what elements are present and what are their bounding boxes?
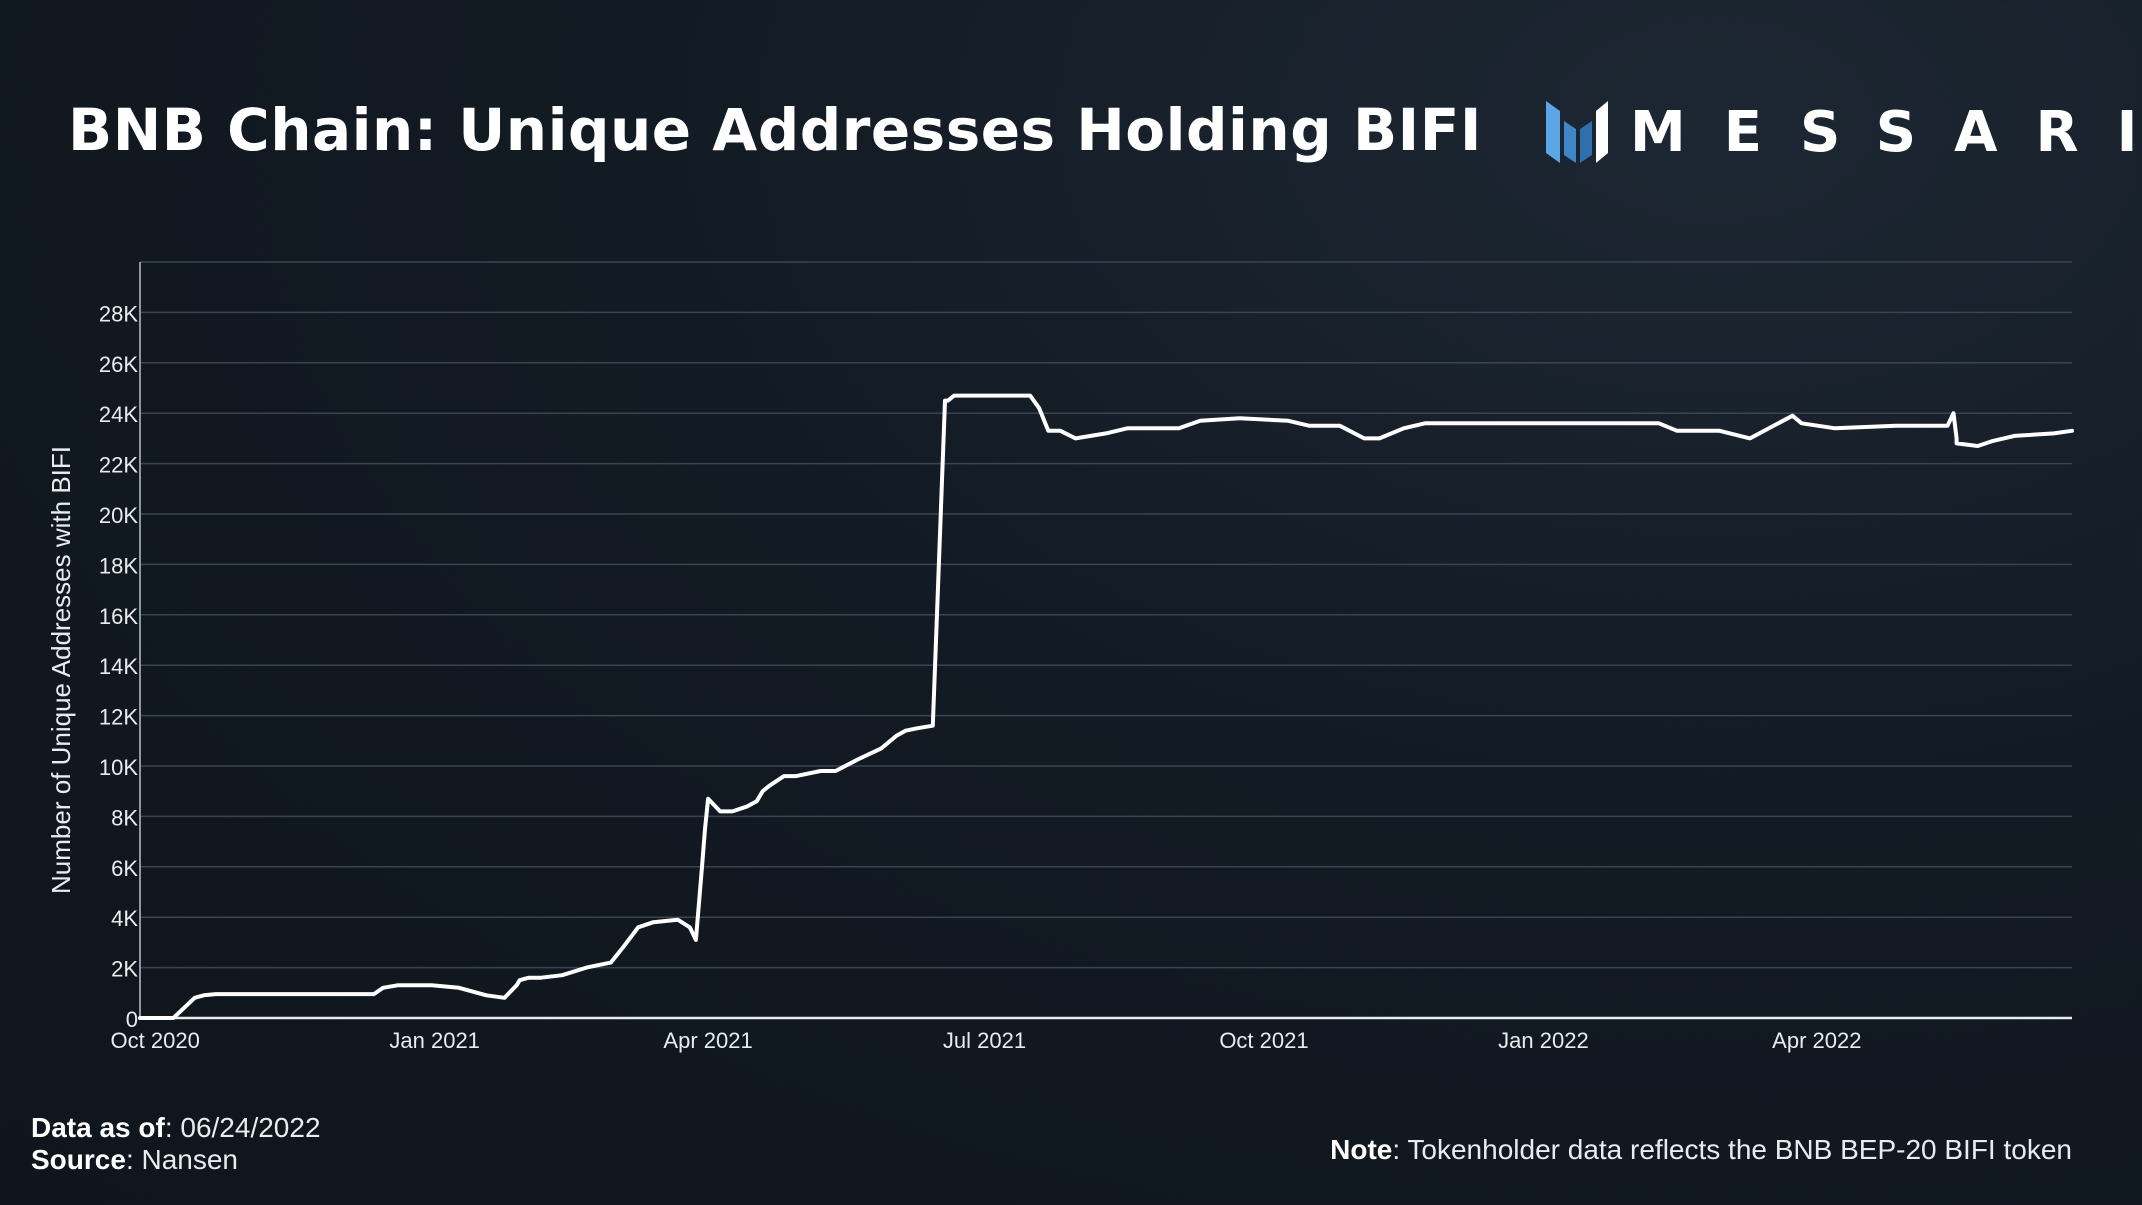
note-value: : Tokenholder data reflects the BNB BEP-… (1392, 1134, 2072, 1165)
y-tick-labels: 0 2K 4K 6K 8K 10K 12K 14K 16K 18K 20K 22K 24K 26K 28K (99, 301, 138, 1032)
series-line (138, 393, 2074, 1020)
x-tick-label: Apr 2022 (1772, 1028, 1861, 1053)
y-tick-label: 10K (99, 755, 138, 780)
messari-logo: MESSARI (1546, 99, 2142, 165)
x-tick-label: Oct 2021 (1219, 1028, 1308, 1053)
y-axis-label: Number of Unique Addresses with BIFI (46, 446, 76, 894)
y-tick-label: 14K (99, 654, 138, 679)
source-value: : Nansen (125, 1144, 239, 1175)
data-as-of-label: Data as of (31, 1112, 165, 1143)
y-tick-label: 12K (99, 705, 138, 730)
x-tick-label: Jan 2021 (389, 1028, 480, 1053)
chart-axes (139, 262, 2072, 1020)
y-tick-label: 8K (111, 805, 138, 830)
y-tick-label: 18K (99, 553, 138, 578)
y-tick-label: 2K (111, 957, 138, 982)
x-tick-label: Jul 2021 (943, 1028, 1026, 1053)
source-label: Source (31, 1144, 126, 1175)
y-tick-label: 28K (99, 301, 138, 326)
page-title: BNB Chain: Unique Addresses Holding BIFI (68, 96, 1482, 164)
y-tick-label: 26K (99, 352, 138, 377)
y-tick-label: 22K (99, 453, 138, 478)
y-tick-label: 6K (111, 856, 138, 881)
data-as-of-value: : 06/24/2022 (164, 1112, 321, 1143)
footer-note: Note: Tokenholder data reflects the BNB … (1330, 1134, 2072, 1166)
note-label: Note (1330, 1134, 1393, 1165)
y-tick-label: 24K (99, 402, 138, 427)
x-tick-labels: Oct 2020 Jan 2021 Apr 2021 Jul 2021 Oct 2021… (111, 1028, 1862, 1053)
messari-logo-text: MESSARI (1630, 99, 2142, 165)
footer-meta: Data as of: 06/24/2022 Source: Nansen (31, 1112, 321, 1176)
y-tick-label: 4K (111, 906, 138, 931)
messari-logo-icon (1546, 101, 1608, 163)
y-tick-label: 0 (126, 1007, 138, 1032)
x-tick-label: Jan 2022 (1498, 1028, 1589, 1053)
y-tick-label: 20K (99, 503, 138, 528)
y-tick-label: 16K (99, 604, 138, 629)
x-tick-label: Oct 2020 (111, 1028, 200, 1053)
x-tick-label: Apr 2021 (663, 1028, 752, 1053)
chart-grid (140, 261, 2072, 969)
